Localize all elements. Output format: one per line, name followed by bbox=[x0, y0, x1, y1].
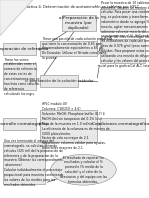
FancyBboxPatch shape bbox=[40, 41, 97, 56]
Text: HPLC modulo UV
Columna: C18(250 × 4.6)
Solvente: MeOH: Phosphate buffer (8.7) 4
: HPLC modulo UV Columna: C18(250 × 4.6) S… bbox=[42, 102, 110, 150]
Text: d)Desarrollo cromatográfico: d)Desarrollo cromatográfico bbox=[0, 122, 48, 126]
Text: Práctica 4. Determinación de acetaminofén en tabletas por HPLC.: Práctica 4. Determinación de acetaminofé… bbox=[23, 5, 141, 9]
Text: se preparan con el b). Utilizando lo pesos de
los estanslores de cada uno tomado: se preparan con el b). Utilizando lo pes… bbox=[101, 34, 149, 68]
Text: Pesar la muestra de 10 tabletas, calcular el peso
promedio. Obtener un mortero t: Pesar la muestra de 10 tabletas, calcula… bbox=[101, 1, 149, 39]
FancyBboxPatch shape bbox=[62, 15, 96, 31]
FancyBboxPatch shape bbox=[100, 9, 145, 31]
Text: Condiciones cromatográficas: Condiciones cromatográficas bbox=[92, 122, 149, 126]
Text: Tomar las series
establecidas entre el
numero de referencia
de estas series de
c: Tomar las series establecidas entre el n… bbox=[4, 58, 40, 96]
Text: El resultado de reportar los
resultados y calcular el %
promedio (% medio de la
: El resultado de reportar los resultados … bbox=[60, 156, 107, 184]
FancyBboxPatch shape bbox=[3, 63, 36, 90]
FancyBboxPatch shape bbox=[3, 43, 36, 55]
Text: b) Preparación de referencia: b) Preparación de referencia bbox=[0, 47, 48, 51]
FancyBboxPatch shape bbox=[100, 39, 145, 63]
Text: c) preparación de la solución estándar: c) preparación de la solución estándar bbox=[25, 79, 93, 83]
FancyBboxPatch shape bbox=[40, 110, 97, 142]
FancyBboxPatch shape bbox=[40, 75, 78, 87]
FancyBboxPatch shape bbox=[3, 118, 36, 130]
Ellipse shape bbox=[51, 154, 116, 185]
Text: Una vez terminado el ensayo del
cromatografo, se calculan voltando
calculos (325: Una vez terminado el ensayo del cromatog… bbox=[4, 139, 64, 187]
FancyBboxPatch shape bbox=[0, 0, 149, 198]
FancyBboxPatch shape bbox=[3, 142, 45, 184]
FancyBboxPatch shape bbox=[100, 118, 145, 130]
Text: a)Preparación de la
muestra (por
duplicado): a)Preparación de la muestra (por duplica… bbox=[59, 16, 99, 30]
Polygon shape bbox=[0, 0, 33, 36]
Text: Tomar una porción de cada solución preparada
que tiene la concentración de 0.65 : Tomar una porción de cada solución prepa… bbox=[42, 37, 112, 60]
